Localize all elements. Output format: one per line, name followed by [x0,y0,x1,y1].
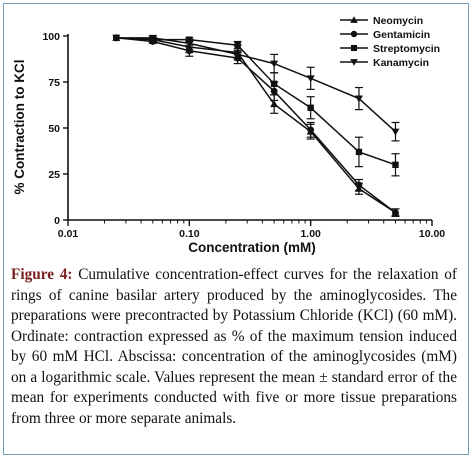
y-tick-label: 25 [48,169,60,181]
data-point-kanamycin [354,95,363,103]
series-layer [112,33,400,217]
data-point-kanamycin [112,34,121,42]
y-tick-label: 75 [48,77,60,89]
legend-label-streptomycin: Streptomycin [373,43,440,55]
series-streptomycin [113,34,400,177]
series-kanamycin [112,34,400,142]
legend-marker-gentamicin [350,30,358,38]
legend-item-kanamycin: Kanamycin [340,57,429,69]
data-point-kanamycin [233,51,242,59]
legend-item-gentamicin: Gentamicin [340,29,430,41]
legend-item-neomycin: Neomycin [340,15,423,27]
data-point-kanamycin [185,40,194,48]
x-axis-title: Concentration (mM) [188,240,316,255]
data-point-kanamycin [148,34,157,42]
data-point-gentamicin [307,126,315,134]
x-tick-label: 10.00 [419,228,445,240]
chart-legend: Neomycin Gentamicin Streptomycin Kanamycin [340,15,440,69]
legend-label-neomycin: Neomycin [373,15,423,27]
x-tick-label: 1.00 [300,228,321,240]
legend-label-kanamycin: Kanamycin [373,57,429,69]
figure-frame [3,3,469,455]
x-tick-label: 0.01 [58,228,79,240]
data-point-gentamicin [392,209,399,217]
series-line-kanamycin [116,37,396,133]
series-line-gentamicin [116,37,396,214]
caption-text: Cumulative concentration-effect curves f… [11,266,457,427]
series-line-neomycin [116,37,396,214]
data-point-kanamycin [391,128,400,136]
data-point-streptomycin [355,148,363,156]
data-point-streptomycin [234,42,241,49]
chart-axes [63,34,433,226]
data-point-neomycin [270,100,279,108]
data-point-gentamicin [355,181,363,189]
legend-marker-kanamycin [350,59,358,66]
figure-label: Figure 4: [11,266,73,283]
series-line-streptomycin [116,37,396,166]
legend-label-gentamicin: Gentamicin [373,29,430,41]
data-point-streptomycin [270,80,278,88]
y-tick-label: 50 [48,123,60,135]
legend-marker-streptomycin [350,44,358,52]
line-chart: 0 25 50 75 100 0.01 0.10 1.00 10.00 Neomycin Gent… [12,15,445,255]
x-tick-label: 0.10 [179,228,200,240]
y-axis-title: % Contraction to KCl [12,60,27,195]
data-point-kanamycin [306,75,315,83]
legend-marker-neomycin [350,16,358,23]
tick-labels: 0 25 50 75 100 0.01 0.10 1.00 10.00 [42,31,445,240]
figure-caption: Figure 4: Cumulative concentration-effec… [11,265,457,429]
data-point-streptomycin [307,104,314,111]
y-tick-label: 100 [42,31,60,43]
y-tick-label: 0 [54,215,60,227]
data-point-kanamycin [270,60,279,68]
data-point-streptomycin [392,161,399,168]
legend-item-streptomycin: Streptomycin [340,43,440,55]
data-point-gentamicin [185,47,193,55]
